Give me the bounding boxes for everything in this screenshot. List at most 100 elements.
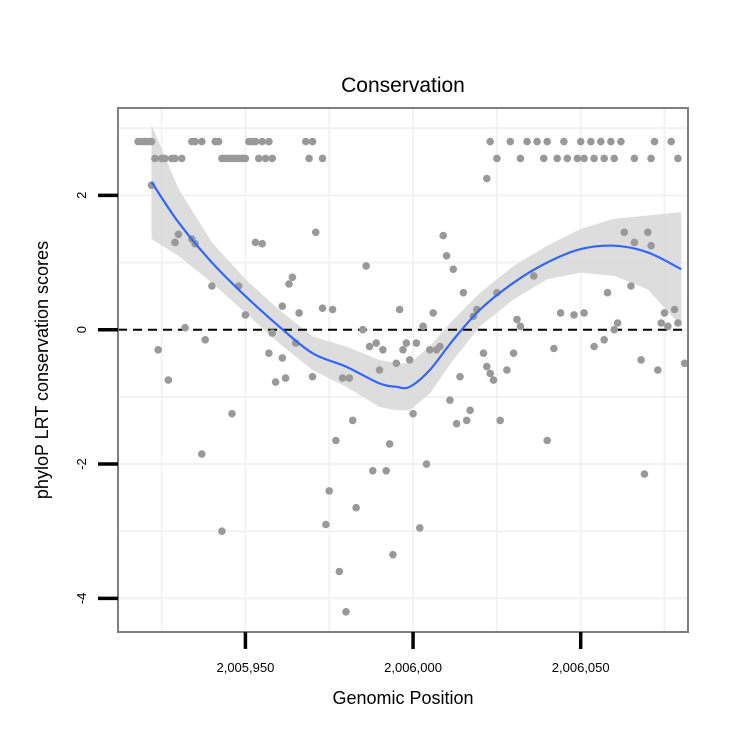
data-point	[389, 550, 397, 559]
data-point	[335, 567, 344, 576]
data-point	[268, 329, 277, 337]
data-point	[600, 154, 608, 163]
data-point	[617, 137, 625, 146]
data-point	[161, 154, 169, 163]
data-point	[647, 241, 655, 250]
data-point	[328, 305, 337, 314]
data-point	[265, 137, 273, 146]
data-point	[379, 346, 387, 354]
data-point	[405, 356, 414, 364]
data-point	[201, 336, 209, 344]
data-point	[302, 137, 310, 146]
data-point	[288, 273, 297, 282]
data-point	[667, 137, 675, 146]
data-point	[362, 262, 370, 270]
data-point	[426, 346, 434, 354]
data-point	[590, 342, 598, 351]
data-point	[446, 396, 454, 405]
data-point	[553, 154, 561, 163]
data-point	[254, 154, 263, 163]
data-point	[258, 239, 267, 248]
data-point	[556, 309, 565, 317]
data-point	[436, 342, 444, 351]
data-point	[419, 322, 427, 331]
data-point	[241, 154, 250, 163]
data-point	[251, 137, 260, 146]
data-point	[513, 315, 521, 324]
data-point	[191, 137, 199, 146]
x-tick-label: 2,005,950	[216, 660, 274, 675]
data-point	[422, 460, 431, 468]
data-point	[265, 349, 273, 358]
data-point	[540, 154, 548, 163]
data-point	[372, 339, 381, 347]
data-point	[325, 487, 334, 495]
data-point	[550, 344, 558, 353]
data-point	[489, 376, 498, 384]
data-point	[285, 280, 293, 288]
data-points-layer	[134, 137, 689, 616]
data-point	[318, 154, 327, 163]
confidence-ribbon-layer	[151, 124, 682, 411]
chart-title: Conservation	[341, 74, 465, 97]
data-point	[295, 309, 303, 317]
data-point	[664, 322, 672, 331]
data-point	[637, 356, 645, 364]
data-point	[483, 362, 491, 371]
axis-ticks: 2,005,950 2,006,000 2,006,050 -4 -2 0 2	[74, 192, 610, 675]
data-point	[590, 154, 598, 163]
data-point	[613, 319, 622, 327]
data-point	[597, 137, 605, 146]
data-point	[241, 311, 250, 319]
data-point	[543, 137, 551, 146]
data-point	[268, 154, 277, 163]
data-point	[312, 228, 320, 237]
data-point	[627, 282, 635, 290]
data-point	[338, 374, 347, 382]
data-point	[174, 230, 183, 239]
data-point	[607, 137, 615, 146]
data-point	[395, 305, 404, 314]
data-point	[483, 174, 491, 183]
data-point	[352, 503, 360, 512]
data-point	[587, 137, 595, 146]
data-point	[486, 137, 495, 146]
data-point	[516, 322, 525, 331]
data-point	[392, 359, 401, 368]
x-axis-title: Genomic Position	[332, 688, 473, 708]
data-point	[576, 137, 585, 146]
data-point	[198, 137, 206, 146]
data-point	[439, 231, 448, 240]
confidence-ribbon	[151, 124, 682, 411]
data-point	[154, 346, 162, 354]
smooth-trend-line	[150, 181, 682, 390]
data-point	[644, 228, 652, 237]
data-point	[570, 311, 578, 319]
data-point	[308, 372, 317, 381]
data-point	[600, 336, 608, 344]
data-point	[308, 137, 317, 146]
data-point	[523, 137, 531, 146]
x-tick-label: 2,006,050	[552, 660, 610, 675]
smooth-line-layer	[150, 181, 682, 390]
data-point	[647, 154, 655, 163]
data-point	[620, 228, 629, 237]
data-point	[610, 154, 618, 163]
data-point	[459, 288, 468, 297]
data-point	[409, 409, 417, 418]
data-point	[365, 342, 374, 351]
data-point	[147, 137, 156, 146]
data-point	[563, 154, 572, 163]
data-point	[261, 154, 270, 163]
panel-border	[117, 107, 689, 633]
data-point	[359, 325, 367, 334]
y-tick-label: 0	[74, 326, 89, 333]
x-tick-label: 2,006,000	[384, 660, 442, 675]
data-point	[660, 309, 669, 317]
data-point	[603, 288, 612, 297]
data-point	[305, 154, 313, 163]
data-point	[278, 302, 287, 311]
data-point	[610, 325, 618, 334]
data-point	[429, 309, 438, 317]
